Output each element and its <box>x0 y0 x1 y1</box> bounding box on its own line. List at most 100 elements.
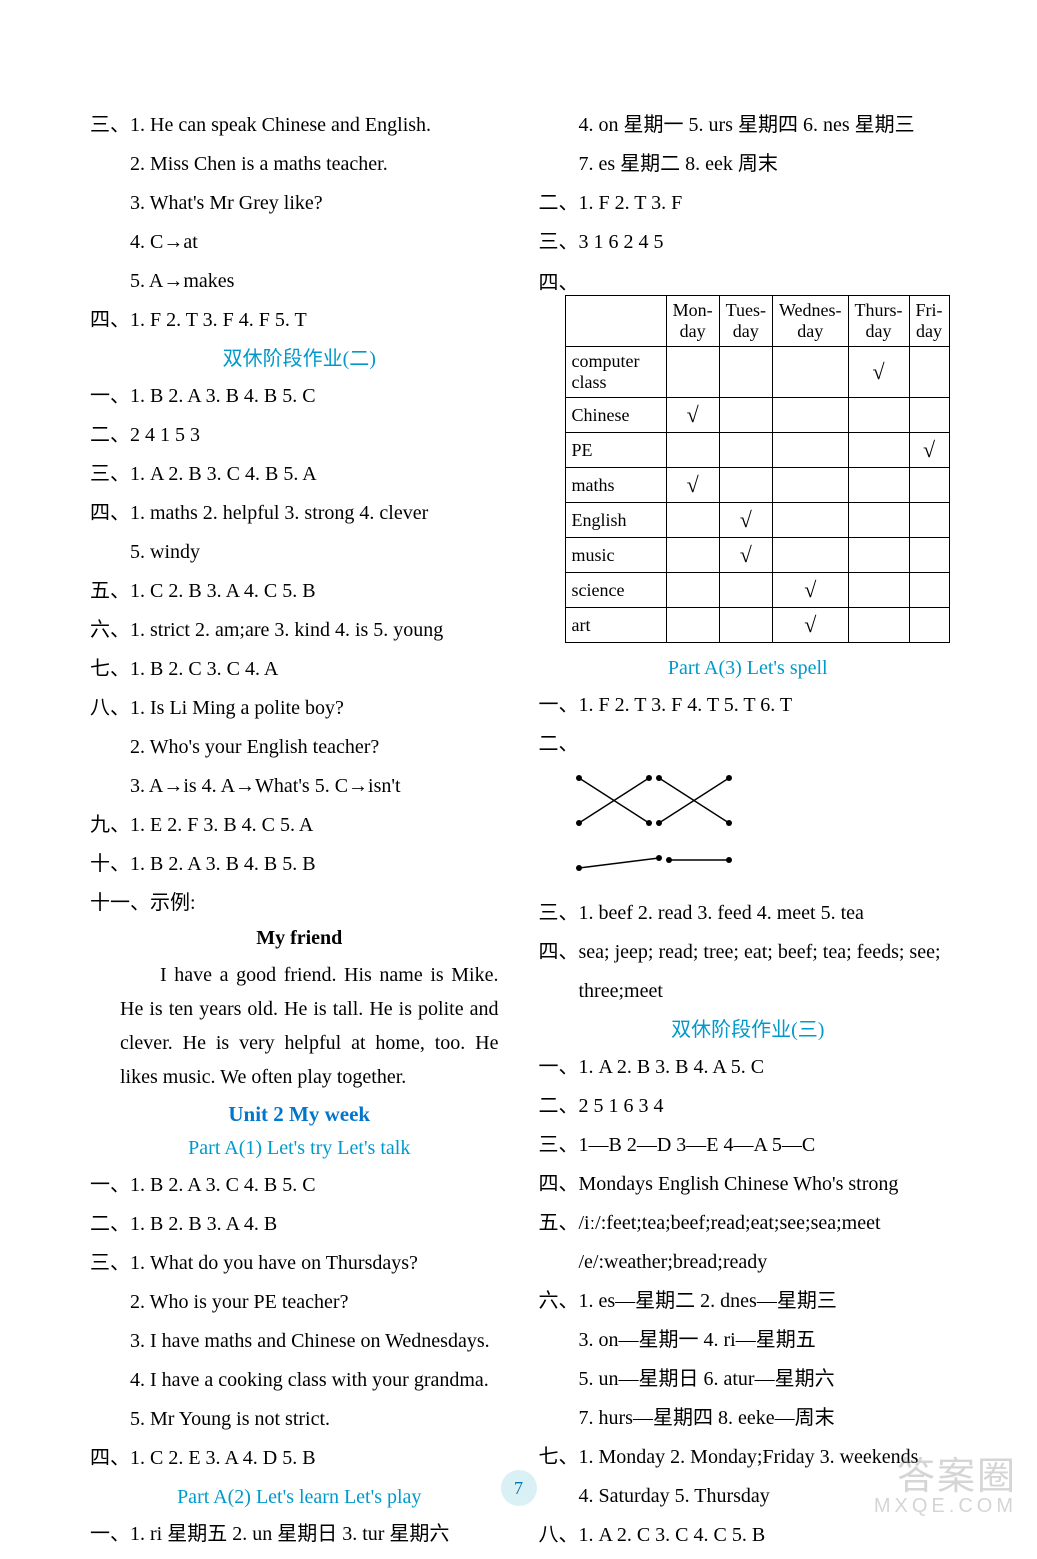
text-line: 四、1. C 2. E 3. A 4. D 5. B <box>90 1443 509 1474</box>
left-column: 三、1. He can speak Chinese and English. 2… <box>90 110 509 1559</box>
table-cell <box>666 608 719 643</box>
table-cell <box>909 573 949 608</box>
table-header-cell: Wednes-day <box>772 296 848 347</box>
table-cell <box>909 538 949 573</box>
check-icon: √ <box>687 472 699 497</box>
table-cell <box>772 398 848 433</box>
unit2-title: Unit 2 My week <box>90 1102 509 1127</box>
text-line: 5. A→makes <box>90 266 509 297</box>
table-cell <box>909 347 949 398</box>
text-line: 二、 <box>539 729 958 760</box>
table-row-label: music <box>565 538 666 573</box>
table-cell <box>666 347 719 398</box>
table-cell <box>719 468 772 503</box>
text-line: 2. Who is your PE teacher? <box>90 1287 509 1318</box>
table-row: art √ <box>565 608 949 643</box>
text-line: 二、2 4 1 5 3 <box>90 420 509 451</box>
table-row-label: PE <box>565 433 666 468</box>
section-title-hw3: 双休阶段作业(三) <box>539 1015 958 1046</box>
text-line: 三、1. What do you have on Thursdays? <box>90 1248 509 1279</box>
table-cell <box>848 468 909 503</box>
table-label: 四、 <box>539 266 579 295</box>
text-line: 一、1. B 2. A 3. C 4. B 5. C <box>90 1170 509 1201</box>
table-cell <box>848 433 909 468</box>
table-row: PE √ <box>565 433 949 468</box>
essay-body: I have a good friend. His name is Mike. … <box>90 958 509 1094</box>
table-header-cell: Thurs-day <box>848 296 909 347</box>
text-line: 五、/iː/:feet;tea;beef;read;eat;see;sea;me… <box>539 1208 958 1239</box>
text-line: 十一、示例: <box>90 888 509 919</box>
table-cell <box>666 433 719 468</box>
table-cell <box>909 468 949 503</box>
text-line: 三、1. He can speak Chinese and English. <box>90 110 509 141</box>
text-line: 2. Miss Chen is a maths teacher. <box>90 149 509 180</box>
text-line: 九、1. E 2. F 3. B 4. C 5. A <box>90 810 509 841</box>
table-row: computer class √ <box>565 347 949 398</box>
table-header-cell: Tues-day <box>719 296 772 347</box>
text-line: 2. Who's your English teacher? <box>90 732 509 763</box>
text-line: 八、1. Is Li Ming a polite boy? <box>90 693 509 724</box>
table-header-cell: Mon-day <box>666 296 719 347</box>
table-cell <box>719 608 772 643</box>
text-line: 三、1. beef 2. read 3. feed 4. meet 5. tea <box>539 898 958 929</box>
text-line: 3. on—星期一 4. ri—星期五 <box>539 1325 958 1356</box>
check-icon: √ <box>804 577 816 602</box>
part-a3-title: Part A(3) Let's spell <box>539 653 958 684</box>
table-cell <box>909 608 949 643</box>
table-cell <box>848 573 909 608</box>
table-row-label: science <box>565 573 666 608</box>
table-cell <box>909 398 949 433</box>
table-cell <box>848 503 909 538</box>
section-title-hw2: 双休阶段作业(二) <box>90 344 509 375</box>
table-cell <box>772 503 848 538</box>
table-cell <box>772 433 848 468</box>
check-icon: √ <box>923 437 935 462</box>
essay-title: My friend <box>90 927 509 950</box>
part-a2-title: Part A(2) Let's learn Let's play <box>90 1482 509 1513</box>
text-line: 3. A→is 4. A→What's 5. C→isn't <box>90 771 509 802</box>
table-cell: √ <box>772 573 848 608</box>
table-cell: √ <box>772 608 848 643</box>
table-header-row: Mon-dayTues-dayWednes-dayThurs-dayFri-da… <box>565 296 949 347</box>
table-cell <box>719 573 772 608</box>
table-cell <box>719 433 772 468</box>
text-line: three;meet <box>539 976 958 1007</box>
text-line: 六、1. es—星期二 2. dnes—星期三 <box>539 1286 958 1317</box>
table-row-label: art <box>565 608 666 643</box>
check-icon: √ <box>804 612 816 637</box>
table-row: Chinese√ <box>565 398 949 433</box>
text-line: 三、1—B 2—D 3—E 4—A 5—C <box>539 1130 958 1161</box>
text-line: 3. I have maths and Chinese on Wednesday… <box>90 1326 509 1357</box>
table-cell <box>848 538 909 573</box>
text-line: 一、1. A 2. B 3. B 4. A 5. C <box>539 1052 958 1083</box>
table-row: English√ <box>565 503 949 538</box>
text-line: 一、1. ri 星期五 2. un 星期日 3. tur 星期六 <box>90 1519 509 1550</box>
text-line: 一、1. F 2. T 3. F 4. T 5. T 6. T <box>539 690 958 721</box>
matching-diagram <box>569 768 739 888</box>
table-cell: √ <box>719 538 772 573</box>
page-number: 7 <box>501 1470 537 1506</box>
text-line: 五、1. C 2. B 3. A 4. C 5. B <box>90 576 509 607</box>
table-cell <box>848 398 909 433</box>
table-cell <box>666 573 719 608</box>
text-line: 7. hurs—星期四 8. eeke—周末 <box>539 1403 958 1434</box>
table-header-cell: Fri-day <box>909 296 949 347</box>
check-icon: √ <box>740 507 752 532</box>
table-row: music √ <box>565 538 949 573</box>
two-column-layout: 三、1. He can speak Chinese and English. 2… <box>90 110 957 1559</box>
text-line: 四、1. maths 2. helpful 3. strong 4. cleve… <box>90 498 509 529</box>
text-line: /e/:weather;bread;ready <box>539 1247 958 1278</box>
table-cell: √ <box>848 347 909 398</box>
text-line: 十、1. B 2. A 3. B 4. B 5. B <box>90 849 509 880</box>
text-line: 六、1. strict 2. am;are 3. kind 4. is 5. y… <box>90 615 509 646</box>
text-line: 3. What's Mr Grey like? <box>90 188 509 219</box>
watermark: 答案圈 MXQE.COM <box>874 1458 1017 1516</box>
table-cell <box>772 538 848 573</box>
table-row: maths√ <box>565 468 949 503</box>
table-cell <box>772 468 848 503</box>
text-line: 5. windy <box>90 537 509 568</box>
table-row-label: computer class <box>565 347 666 398</box>
table-cell <box>772 347 848 398</box>
text-line: 一、1. B 2. A 3. B 4. B 5. C <box>90 381 509 412</box>
part-a1-title: Part A(1) Let's try Let's talk <box>90 1133 509 1164</box>
